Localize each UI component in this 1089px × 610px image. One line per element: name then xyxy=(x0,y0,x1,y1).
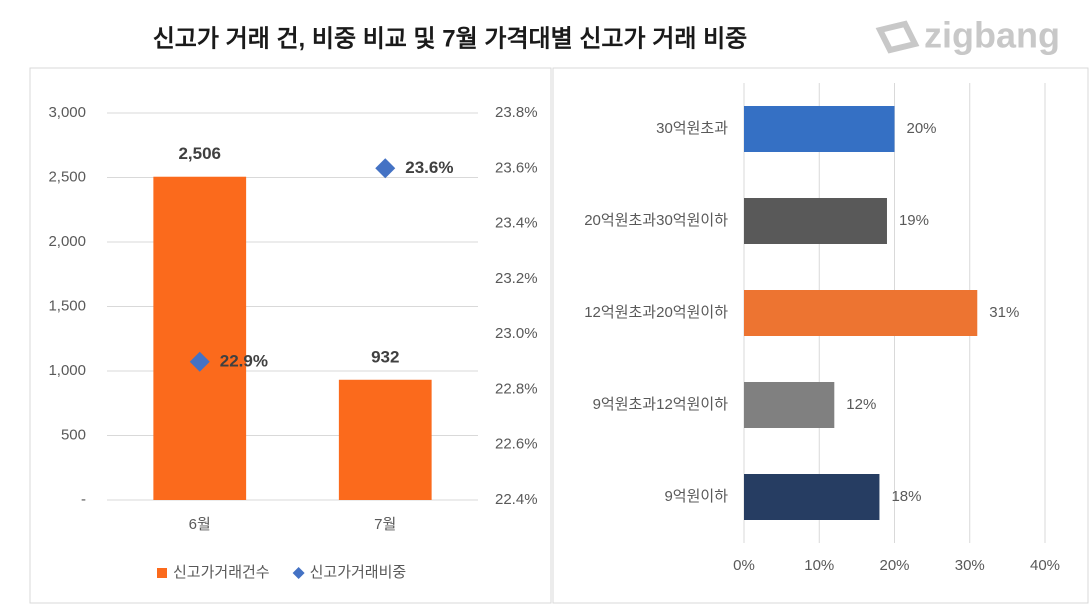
y2-tick-label: 22.4% xyxy=(495,491,538,508)
bar xyxy=(744,474,880,520)
y-tick-label: 2,500 xyxy=(48,168,86,185)
data-label: 31% xyxy=(989,304,1019,321)
bar xyxy=(744,290,978,336)
data-label: 19% xyxy=(899,212,929,229)
bar xyxy=(744,382,835,428)
y-tick-label: 9억원초과12억원이하 xyxy=(593,396,729,413)
logo-icon xyxy=(875,20,920,54)
x-tick-label: 30% xyxy=(955,557,985,574)
legend-label: 신고가거래건수 xyxy=(173,564,270,581)
x-tick-label: 10% xyxy=(804,557,834,574)
y2-tick-label: 23.0% xyxy=(495,325,538,342)
y-tick-label: 1,500 xyxy=(48,297,86,314)
data-label: 2,506 xyxy=(178,144,221,163)
bar xyxy=(744,106,895,152)
legend-label: 신고가거래비중 xyxy=(310,564,407,581)
page-title: 신고가 거래 건, 비중 비교 및 7월 가격대별 신고가 거래 비중 xyxy=(153,25,748,52)
y-tick-label: 500 xyxy=(61,426,86,443)
y-tick-label: 9억원이하 xyxy=(664,488,728,505)
y-tick-label: - xyxy=(81,491,86,508)
x-tick-label: 20% xyxy=(879,557,909,574)
legend-swatch xyxy=(292,567,305,579)
diamond-marker xyxy=(189,351,210,372)
data-label: 12% xyxy=(846,396,876,413)
data-label: 20% xyxy=(907,120,937,137)
right-panel xyxy=(552,67,1089,604)
y-tick-label: 30억원초과 xyxy=(656,120,728,137)
y-tick-label: 20억원초과30억원이하 xyxy=(584,212,728,229)
data-label: 932 xyxy=(371,347,399,366)
bar xyxy=(338,379,432,500)
y2-tick-label: 22.6% xyxy=(495,436,538,453)
data-label: 18% xyxy=(891,488,921,505)
logo: zigbang xyxy=(924,15,1060,56)
y-tick-label: 1,000 xyxy=(48,362,86,379)
y-tick-label: 12억원초과20억원이하 xyxy=(584,304,728,321)
y2-tick-label: 23.6% xyxy=(495,159,538,176)
x-tick-label: 40% xyxy=(1030,557,1060,574)
bar xyxy=(153,176,247,500)
x-tick-label: 7월 xyxy=(374,516,396,533)
y2-tick-label: 23.4% xyxy=(495,215,538,232)
x-tick-label: 6월 xyxy=(189,516,211,533)
bar xyxy=(744,198,887,244)
y2-tick-label: 22.8% xyxy=(495,380,538,397)
y2-tick-label: 23.2% xyxy=(495,270,538,287)
y2-tick-label: 23.8% xyxy=(495,104,538,121)
legend-swatch xyxy=(157,568,167,578)
data-label: 22.9% xyxy=(220,351,268,370)
x-tick-label: 0% xyxy=(733,557,755,574)
y-tick-label: 2,000 xyxy=(48,233,86,250)
data-label: 23.6% xyxy=(405,158,453,177)
diamond-marker xyxy=(375,158,396,179)
left-panel xyxy=(29,67,552,604)
y-tick-label: 3,000 xyxy=(48,104,86,121)
